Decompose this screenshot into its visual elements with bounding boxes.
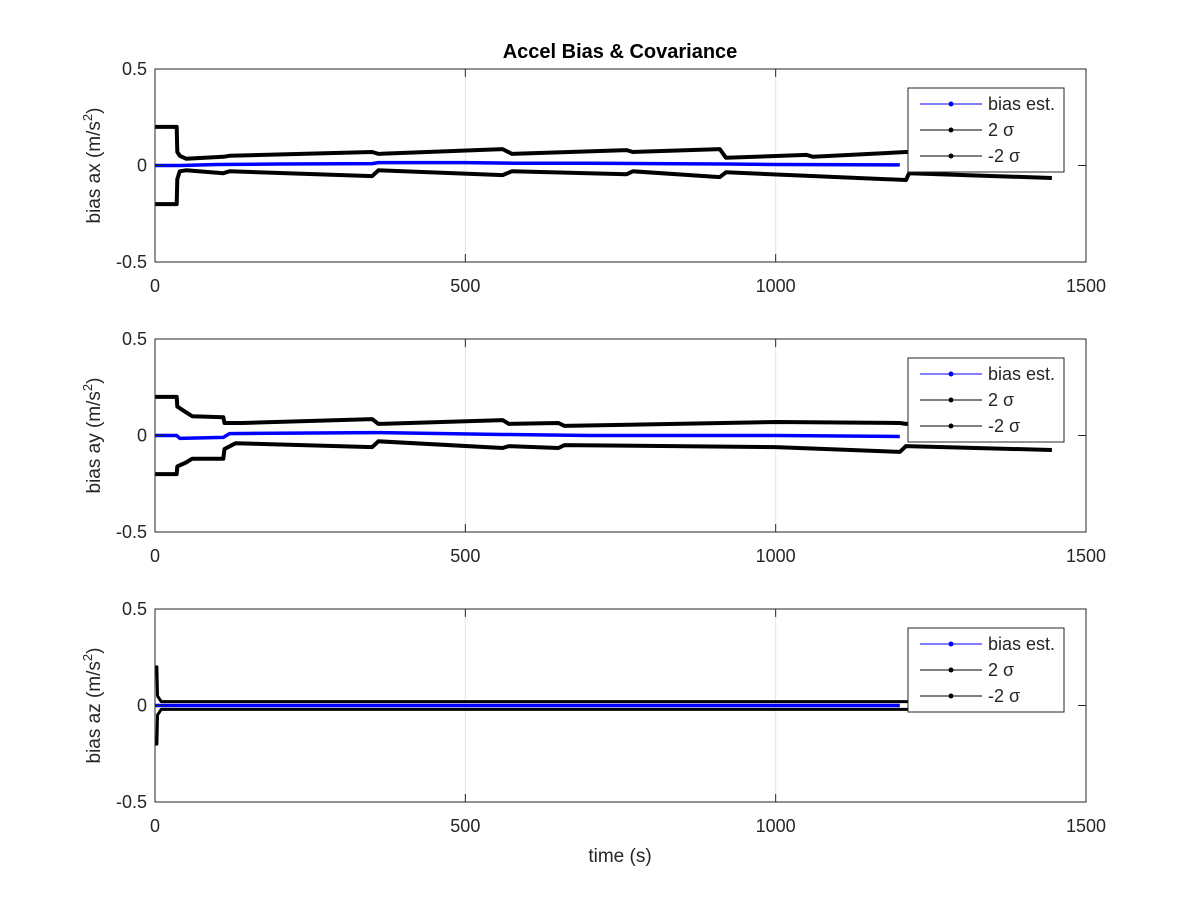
series-line-3	[155, 707, 910, 746]
x-axis-label: time (s)	[588, 846, 651, 867]
legend-marker	[948, 667, 954, 673]
legend-label: bias est.	[988, 94, 1055, 114]
y-axis-label: bias ax (m/s2)	[80, 108, 105, 224]
x-tick-label: 500	[450, 546, 480, 566]
series-line-3	[155, 439, 1052, 477]
y-tick-label: 0	[137, 696, 147, 716]
legend-marker	[948, 153, 954, 159]
y-tick-label: -0.5	[116, 792, 147, 812]
legend-marker	[948, 641, 954, 647]
y-tick-label: -0.5	[116, 522, 147, 542]
series-line-1	[155, 160, 900, 168]
legend-marker	[948, 397, 954, 403]
y-axis-label: bias ay (m/s2)	[80, 378, 105, 494]
series-line-2	[155, 665, 910, 704]
legend-label: 2 σ	[988, 120, 1014, 140]
series-line-1	[155, 430, 900, 441]
legend-label: -2 σ	[988, 686, 1020, 706]
legend-marker	[948, 693, 954, 699]
x-tick-label: 1500	[1066, 276, 1106, 296]
legend-marker	[948, 127, 954, 133]
legend: bias est. 2 σ -2 σ	[907, 627, 1065, 713]
x-tick-label: 1500	[1066, 816, 1106, 836]
x-tick-label: 1000	[756, 816, 796, 836]
y-tick-label: 0.5	[122, 59, 147, 79]
y-tick-label: 0	[137, 426, 147, 446]
legend-label: bias est.	[988, 634, 1055, 654]
legend-label: -2 σ	[988, 416, 1020, 436]
legend: bias est. 2 σ -2 σ	[907, 87, 1065, 173]
series-line-3	[155, 168, 1052, 207]
x-tick-label: 1000	[756, 546, 796, 566]
legend-label: -2 σ	[988, 146, 1020, 166]
legend-label: 2 σ	[988, 390, 1014, 410]
legend: bias est. 2 σ -2 σ	[907, 357, 1065, 443]
x-tick-label: 500	[450, 276, 480, 296]
y-tick-label: 0.5	[122, 599, 147, 619]
y-tick-label: 0	[137, 156, 147, 176]
x-tick-label: 0	[150, 546, 160, 566]
legend-marker	[948, 423, 954, 429]
x-tick-label: 0	[150, 816, 160, 836]
x-tick-label: 1500	[1066, 546, 1106, 566]
legend-marker	[948, 101, 954, 107]
y-tick-label: -0.5	[116, 252, 147, 272]
y-axis-label: bias az (m/s2)	[80, 648, 105, 764]
x-tick-label: 1000	[756, 276, 796, 296]
series-line-2	[155, 124, 910, 161]
y-tick-label: 0.5	[122, 329, 147, 349]
legend-label: 2 σ	[988, 660, 1014, 680]
figure-title: Accel Bias & Covariance	[503, 41, 738, 63]
x-tick-label: 500	[450, 816, 480, 836]
x-tick-label: 0	[150, 276, 160, 296]
legend-label: bias est.	[988, 364, 1055, 384]
legend-marker	[948, 371, 954, 377]
series-line-2	[155, 394, 910, 428]
